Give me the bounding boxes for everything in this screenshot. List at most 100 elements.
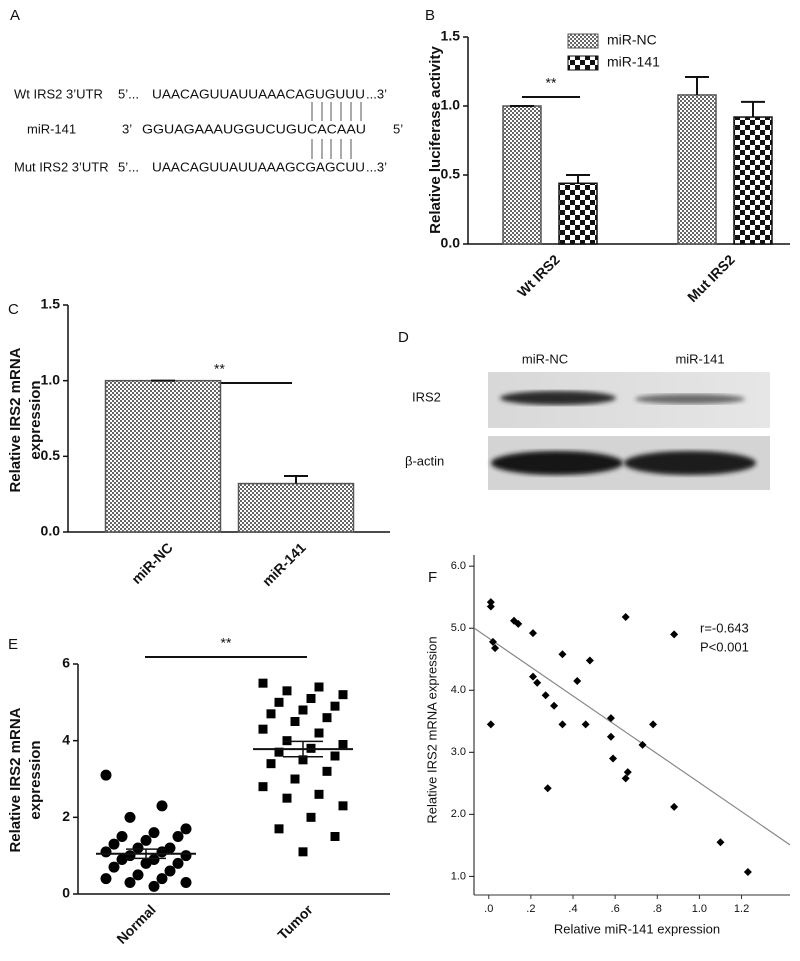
data-point — [486, 720, 495, 729]
data-point — [282, 736, 292, 746]
data-point — [623, 768, 632, 777]
y-tick-label: 0.5 — [441, 166, 461, 182]
data-point — [116, 854, 128, 865]
sequence: UAACAGUUAUUAAACAGUGUUU — [152, 86, 365, 101]
data-point — [266, 759, 276, 769]
data-point — [156, 873, 168, 885]
data-point — [172, 831, 184, 842]
data-point — [140, 857, 152, 869]
y-tick-label: 4 — [62, 731, 70, 747]
data-point — [670, 630, 679, 639]
data-point — [274, 824, 284, 834]
x-tick-label: Wt IRS2 — [514, 251, 563, 300]
data-point — [491, 644, 500, 653]
y-tick-label: 6.0 — [451, 560, 466, 572]
y-tick-label: 1.5 — [41, 296, 61, 312]
data-point — [274, 747, 284, 757]
y-axis-label: Relative IRS2 mRNA expression — [424, 636, 439, 823]
data-point — [274, 697, 284, 707]
data-point — [314, 682, 324, 692]
sequence: GGUAGAAAUGGUCUGUCACAAU — [142, 121, 366, 136]
y-tick-label: 4.0 — [451, 684, 466, 696]
y-tick-label: 1.0 — [41, 371, 61, 387]
x-tick-label: 1.2 — [734, 903, 749, 915]
data-point — [180, 877, 192, 888]
data-point — [156, 800, 168, 812]
data-point — [164, 865, 176, 877]
x-tick-label: .8 — [653, 903, 662, 915]
data-point — [670, 802, 679, 811]
x-tick-label: Tumor — [274, 901, 316, 943]
data-point — [558, 720, 567, 729]
data-point — [488, 637, 497, 646]
data-point — [314, 789, 324, 799]
data-point — [258, 678, 268, 688]
data-point — [543, 784, 552, 793]
data-point — [314, 728, 324, 738]
y-tick-label: 6 — [62, 655, 70, 671]
data-point — [100, 769, 112, 781]
x-tick-label: Mut IRS2 — [684, 251, 738, 305]
sequence-end: 5’ — [393, 121, 403, 136]
data-point — [180, 823, 192, 835]
x-tick-label: .6 — [611, 903, 620, 915]
data-point — [148, 827, 160, 839]
data-point — [306, 812, 316, 822]
annotation: P<0.001 — [700, 639, 749, 654]
x-tick-label: Normal — [113, 901, 158, 946]
data-point — [156, 846, 168, 858]
data-point — [330, 751, 340, 761]
data-point — [290, 717, 300, 726]
blot — [488, 372, 770, 490]
panel-letter: F — [428, 569, 437, 586]
data-point — [148, 880, 160, 892]
data-point — [550, 701, 559, 710]
y-axis-label: expression — [27, 740, 44, 819]
data-point — [266, 709, 276, 719]
y-tick-label: 3.0 — [451, 746, 466, 758]
bar — [502, 105, 542, 245]
x-axis-label: Relative miR-141 expression — [554, 921, 720, 936]
data-point — [298, 847, 308, 857]
data-point — [330, 832, 340, 841]
data-point — [172, 857, 184, 869]
y-tick-label: 1.0 — [451, 870, 466, 882]
panel-letter: C — [8, 301, 19, 318]
data-point — [573, 676, 582, 685]
data-point — [533, 678, 542, 687]
significance-label: ** — [546, 75, 557, 91]
y-axis-label: Relative IRS2 mRNA — [7, 707, 24, 852]
y-tick-label: 2 — [62, 808, 70, 824]
bar — [104, 379, 222, 533]
error-bar — [566, 174, 590, 184]
sequence-end: ...3’ — [366, 86, 387, 101]
sequence-label: Mut IRS2 3’UTR — [14, 159, 109, 174]
data-point — [606, 732, 615, 741]
data-point — [180, 850, 192, 862]
sequence-label: Wt IRS2 3’UTR — [14, 86, 103, 101]
protein-label: β-actin — [405, 453, 444, 468]
data-point — [638, 740, 647, 749]
data-point — [124, 877, 136, 888]
legend-swatch — [567, 33, 599, 49]
sequence-start: 5’... — [118, 159, 139, 174]
data-point — [621, 774, 630, 783]
y-axis-label: Relative IRS2 mRNA — [7, 347, 24, 492]
bar — [733, 116, 773, 245]
y-tick-label: 0 — [62, 885, 70, 901]
data-point — [330, 701, 340, 711]
data-point — [290, 774, 300, 784]
y-axis-label: Relative luciferase activity — [427, 46, 444, 234]
error-bar — [741, 100, 765, 118]
panel-letter: A — [10, 7, 20, 24]
data-point — [140, 834, 152, 846]
data-point — [258, 724, 268, 734]
data-point — [528, 629, 537, 638]
sequence-label: miR-141 — [27, 121, 76, 136]
y-tick-label: 2.0 — [451, 808, 466, 820]
data-point — [486, 602, 495, 611]
trend-line — [473, 627, 791, 846]
annotation: r=-0.643 — [700, 620, 749, 635]
